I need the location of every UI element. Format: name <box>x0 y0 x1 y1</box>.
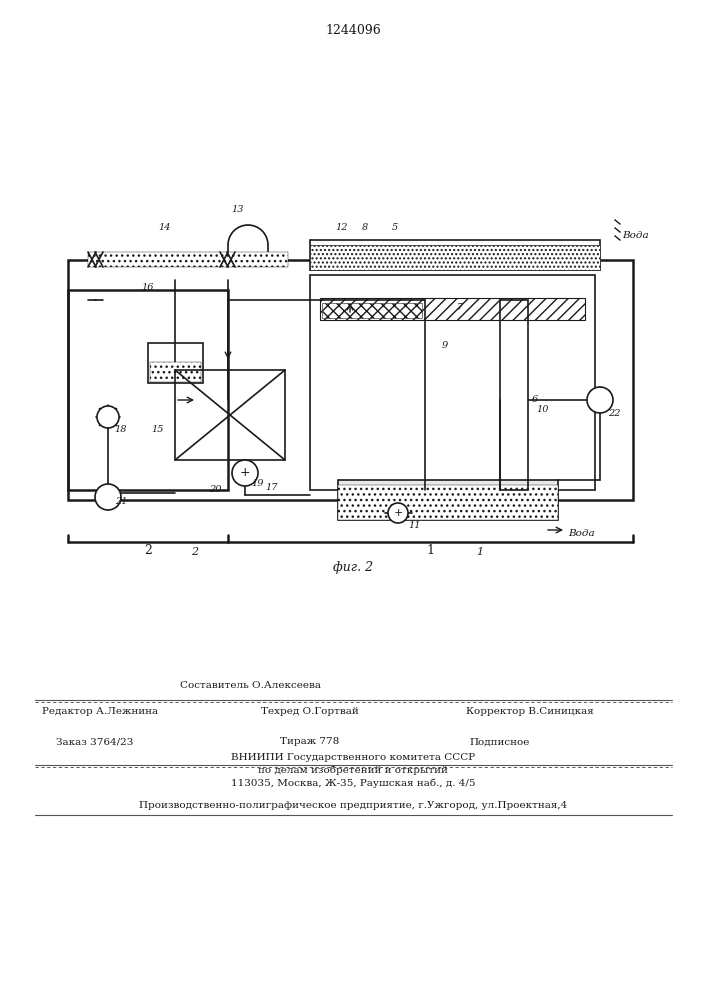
Text: 22: 22 <box>608 408 620 418</box>
Bar <box>148 343 203 383</box>
Text: 9: 9 <box>442 340 448 350</box>
Text: 5: 5 <box>392 223 398 232</box>
Bar <box>310 245 600 270</box>
Text: 18: 18 <box>115 426 127 434</box>
Text: 20: 20 <box>209 486 221 494</box>
Bar <box>310 275 595 490</box>
Bar <box>68 290 228 490</box>
Text: по делам изобретений и открытий: по делам изобретений и открытий <box>258 765 448 775</box>
Text: Вода: Вода <box>568 528 595 538</box>
Text: 19: 19 <box>252 480 264 488</box>
Text: 8: 8 <box>362 223 368 232</box>
Text: Техред О.Гортвай: Техред О.Гортвай <box>261 708 359 716</box>
Bar <box>310 240 600 270</box>
Text: Корректор В.Синицкая: Корректор В.Синицкая <box>466 708 594 716</box>
Circle shape <box>97 406 119 428</box>
Bar <box>338 480 558 520</box>
Text: Подписное: Подписное <box>470 738 530 746</box>
Text: Тираж 778: Тираж 778 <box>281 738 339 746</box>
Text: Вода: Вода <box>622 231 648 239</box>
Bar <box>338 485 558 520</box>
Text: 17: 17 <box>266 483 279 491</box>
Text: 11: 11 <box>409 522 421 530</box>
Text: 1244096: 1244096 <box>325 23 381 36</box>
Bar <box>322 303 422 318</box>
Text: 15: 15 <box>152 426 164 434</box>
Text: 12: 12 <box>336 223 349 232</box>
Circle shape <box>95 484 121 510</box>
Circle shape <box>232 460 258 486</box>
Text: 13: 13 <box>232 206 244 215</box>
Text: 1: 1 <box>426 544 434 556</box>
Text: 113035, Москва, Ж-35, Раушская наб., д. 4/5: 113035, Москва, Ж-35, Раушская наб., д. … <box>230 778 475 788</box>
Circle shape <box>388 503 408 523</box>
Bar <box>150 362 201 382</box>
Text: 2: 2 <box>144 544 152 556</box>
Bar <box>175 370 285 460</box>
Text: Составитель О.Алексеева: Составитель О.Алексеева <box>180 680 320 690</box>
Text: 10: 10 <box>537 406 549 414</box>
Text: 6: 6 <box>532 395 538 404</box>
Bar <box>88 252 288 267</box>
Text: Производственно-полиграфическое предприятие, г.Ужгород, ул.Проектная,4: Производственно-полиграфическое предприя… <box>139 800 567 810</box>
Text: 1: 1 <box>477 547 484 557</box>
Bar <box>320 298 585 320</box>
Circle shape <box>587 387 613 413</box>
Text: ВНИИПИ Государственного комитета СССР: ВНИИПИ Государственного комитета СССР <box>231 752 475 762</box>
Bar <box>500 300 528 490</box>
Text: 2: 2 <box>192 547 199 557</box>
Text: Заказ 3764/23: Заказ 3764/23 <box>57 738 134 746</box>
Text: +: + <box>240 466 250 480</box>
Text: 14: 14 <box>159 223 171 232</box>
Bar <box>68 260 633 500</box>
Text: +: + <box>393 508 403 518</box>
Text: 21: 21 <box>115 497 127 506</box>
Text: фиг. 2: фиг. 2 <box>333 562 373 574</box>
Text: Редактор А.Лежнина: Редактор А.Лежнина <box>42 708 158 716</box>
Text: 16: 16 <box>141 282 154 292</box>
Text: 7: 7 <box>457 302 463 312</box>
